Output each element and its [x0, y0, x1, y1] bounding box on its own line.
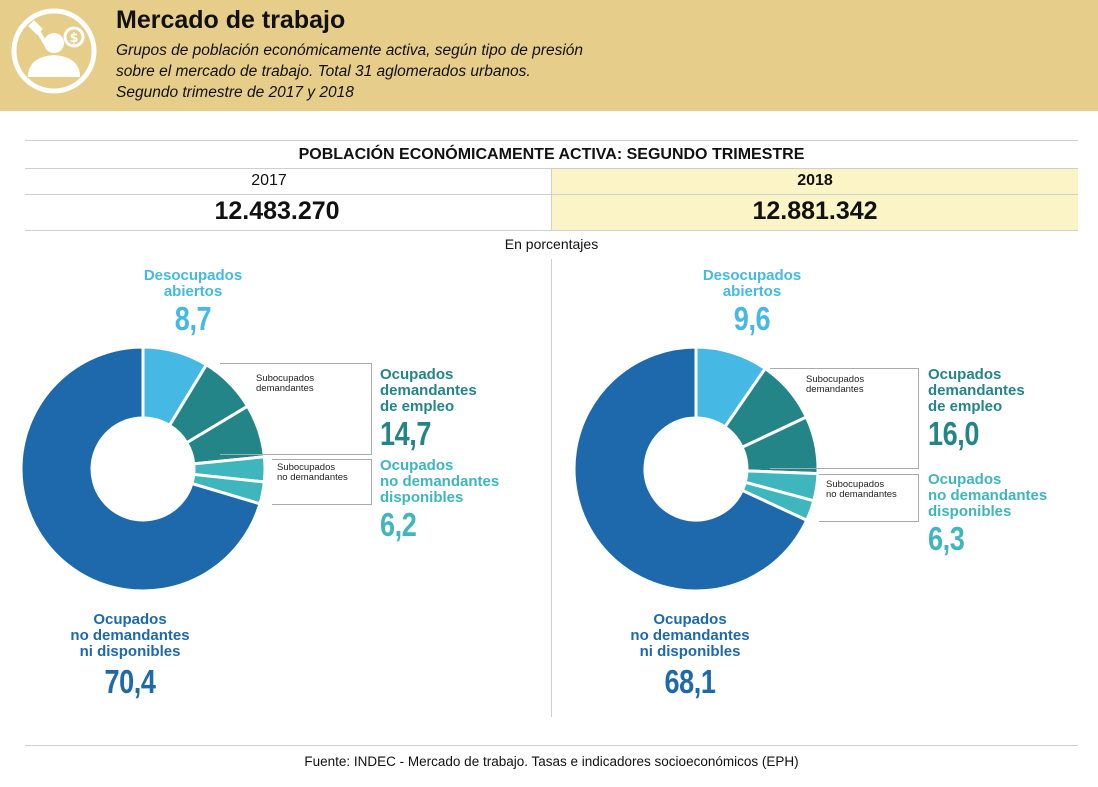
label-ocupados-disponibles-2018: Ocupados no demandantes disponibles — [928, 471, 1048, 520]
value-ocupados-demandantes-2017: 14,7 — [380, 415, 432, 452]
year-2017: 2017 — [251, 172, 287, 189]
total-2018: 12.881.342 — [752, 197, 878, 225]
bracket-no-demandantes-2018 — [819, 474, 919, 522]
donut-slice-2017-3 — [192, 455, 267, 484]
total-2017: 12.483.270 — [214, 197, 340, 225]
source-note: Fuente: INDEC - Mercado de trabajo. Tasa… — [304, 754, 799, 769]
donut-slice-2018-0 — [694, 345, 768, 430]
worker-tools-money-icon: $ — [11, 8, 97, 94]
label-subocupados-demandantes-2018: Subocupados demandantes — [806, 374, 865, 395]
value-desocupados-2017: 8,7 — [174, 300, 212, 337]
divider — [25, 140, 1078, 141]
value-ocupados-disponibles-2017: 6,2 — [380, 506, 417, 543]
label-subocupados-no-demandantes-2018: Subocupados no demandantes — [826, 479, 897, 500]
label-subocupados-demandantes-2017: Subocupados demandantes — [256, 373, 315, 394]
column-divider — [551, 169, 552, 230]
highlight-2018 — [552, 169, 1078, 230]
page-subtitle: Grupos de población económicamente activ… — [116, 40, 583, 103]
bracket-no-demandantes-2017 — [272, 459, 372, 505]
table-title: POBLACIÓN ECONÓMICAMENTE ACTIVA: SEGUNDO… — [298, 146, 805, 163]
value-ocupados-ni-disponibles-2018: 68,1 — [664, 663, 716, 700]
label-subocupados-no-demandantes-2017: Subocupados no demandantes — [277, 462, 348, 483]
label-desocupados-2017: Desocupados abiertos — [143, 267, 243, 300]
label-ocupados-ni-disponibles-2018: Ocupados no demandantes ni disponibles — [630, 611, 750, 660]
subtitle-line: sobre el mercado de trabajo. Total 31 ag… — [116, 63, 531, 80]
divider — [25, 230, 1078, 231]
page-title: Mercado de trabajo — [116, 6, 346, 34]
year-2018: 2018 — [797, 172, 833, 189]
bracket-demandantes-2017 — [220, 363, 372, 455]
divider — [25, 168, 1078, 169]
subtitle-line: Grupos de población económicamente activ… — [116, 42, 584, 59]
unit-note: En porcentajes — [504, 236, 599, 252]
value-ocupados-ni-disponibles-2017: 70,4 — [104, 663, 156, 700]
donut-slice-2018-3 — [743, 469, 820, 503]
divider — [25, 745, 1078, 746]
chart-divider — [551, 259, 552, 717]
label-ocupados-ni-disponibles-2017: Ocupados no demandantes ni disponibles — [70, 611, 190, 660]
label-ocupados-disponibles-2017: Ocupados no demandantes disponibles — [380, 457, 500, 506]
value-desocupados-2018: 9,6 — [733, 300, 771, 337]
label-desocupados-2018: Desocupados abiertos — [702, 267, 802, 300]
donut-slice-2017-0 — [141, 345, 209, 428]
value-ocupados-disponibles-2018: 6,3 — [928, 520, 965, 557]
svg-text:$: $ — [69, 31, 78, 46]
value-ocupados-demandantes-2018: 16,0 — [928, 415, 980, 452]
donut-slice-2017-4 — [190, 472, 266, 506]
donut-slice-2018-4 — [740, 480, 816, 523]
header-band: $ Mercado de trabajo Grupos de población… — [0, 0, 1098, 111]
subtitle-line: Segundo trimestre de 2017 y 2018 — [116, 84, 354, 101]
label-ocupados-demandantes-2018: Ocupados demandantes de empleo — [928, 366, 1025, 415]
bracket-demandantes-2018 — [770, 368, 919, 469]
label-ocupados-demandantes-2017: Ocupados demandantes de empleo — [380, 366, 477, 415]
